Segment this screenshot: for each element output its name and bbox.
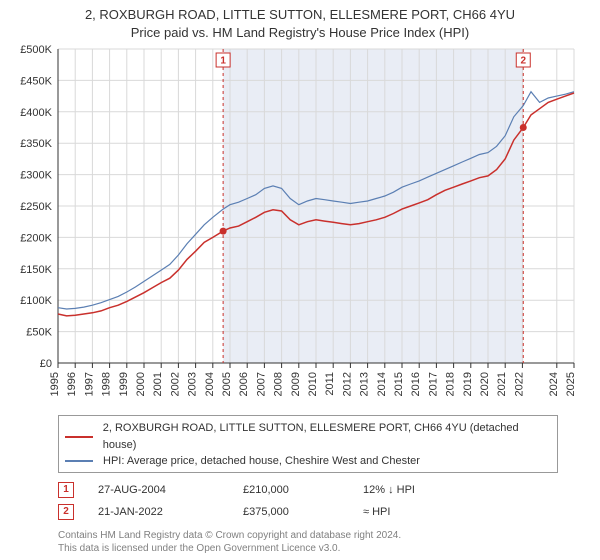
svg-text:2008: 2008 — [273, 372, 285, 396]
svg-text:2025: 2025 — [565, 372, 577, 396]
legend: 2, ROXBURGH ROAD, LITTLE SUTTON, ELLESME… — [58, 415, 558, 473]
svg-text:£300K: £300K — [20, 170, 52, 182]
svg-text:2015: 2015 — [393, 372, 405, 396]
svg-text:2017: 2017 — [427, 372, 439, 396]
legend-item: 2, ROXBURGH ROAD, LITTLE SUTTON, ELLESME… — [65, 420, 551, 453]
sale-vs-hpi: 12% ↓ HPI — [363, 484, 415, 496]
svg-text:2016: 2016 — [410, 372, 422, 396]
sale-marker-badge: 1 — [58, 482, 74, 498]
footer-attribution: Contains HM Land Registry data © Crown c… — [58, 529, 558, 556]
title-line-1: 2, ROXBURGH ROAD, LITTLE SUTTON, ELLESME… — [12, 6, 588, 24]
svg-text:2014: 2014 — [376, 372, 388, 396]
sale-price: £210,000 — [243, 484, 363, 496]
svg-text:£150K: £150K — [20, 264, 52, 276]
svg-text:£500K: £500K — [20, 44, 52, 56]
footer-line: Contains HM Land Registry data © Crown c… — [58, 529, 558, 543]
svg-text:2022: 2022 — [513, 372, 525, 396]
sale-date: 21-JAN-2022 — [98, 506, 243, 518]
svg-text:2003: 2003 — [187, 372, 199, 396]
svg-text:2018: 2018 — [445, 372, 457, 396]
svg-text:2019: 2019 — [462, 372, 474, 396]
svg-text:1997: 1997 — [83, 372, 95, 396]
legend-label: HPI: Average price, detached house, Ches… — [103, 453, 420, 470]
sale-vs-hpi: ≈ HPI — [363, 506, 390, 518]
svg-text:2006: 2006 — [238, 372, 250, 396]
sale-marker-badge: 2 — [58, 504, 74, 520]
svg-text:£100K: £100K — [20, 295, 52, 307]
legend-swatch — [65, 460, 93, 462]
title-line-2: Price paid vs. HM Land Registry's House … — [12, 24, 588, 42]
svg-text:2011: 2011 — [324, 372, 336, 396]
svg-text:2013: 2013 — [359, 372, 371, 396]
table-row: 1 27-AUG-2004 £210,000 12% ↓ HPI — [58, 479, 558, 501]
svg-text:2000: 2000 — [135, 372, 147, 396]
svg-text:2001: 2001 — [152, 372, 164, 396]
svg-text:1998: 1998 — [101, 372, 113, 396]
svg-text:1: 1 — [220, 56, 226, 67]
footer-line: This data is licensed under the Open Gov… — [58, 542, 558, 556]
svg-text:2021: 2021 — [496, 372, 508, 396]
svg-text:2: 2 — [520, 56, 526, 67]
table-row: 2 21-JAN-2022 £375,000 ≈ HPI — [58, 501, 558, 523]
svg-text:£0: £0 — [40, 358, 52, 370]
svg-text:2009: 2009 — [290, 372, 302, 396]
sale-price: £375,000 — [243, 506, 363, 518]
svg-text:1999: 1999 — [118, 372, 130, 396]
svg-text:2004: 2004 — [204, 372, 216, 396]
svg-text:2010: 2010 — [307, 372, 319, 396]
svg-text:£50K: £50K — [26, 327, 52, 339]
svg-text:2024: 2024 — [548, 372, 560, 396]
svg-text:£350K: £350K — [20, 138, 52, 150]
line-chart: £0 £50K £100K £150K £200K £250K £300K £350K £400… — [12, 43, 588, 411]
svg-text:2002: 2002 — [169, 372, 181, 396]
svg-text:1996: 1996 — [66, 372, 78, 396]
svg-text:£200K: £200K — [20, 232, 52, 244]
svg-text:£450K: £450K — [20, 75, 52, 87]
svg-text:2005: 2005 — [221, 372, 233, 396]
svg-text:2012: 2012 — [341, 372, 353, 396]
svg-text:£400K: £400K — [20, 107, 52, 119]
sales-table: 1 27-AUG-2004 £210,000 12% ↓ HPI 2 21-JA… — [58, 479, 558, 523]
chart-area: £0 £50K £100K £150K £200K £250K £300K £350K £400… — [12, 43, 588, 411]
legend-item: HPI: Average price, detached house, Ches… — [65, 453, 551, 470]
sale-date: 27-AUG-2004 — [98, 484, 243, 496]
legend-label: 2, ROXBURGH ROAD, LITTLE SUTTON, ELLESME… — [103, 420, 551, 453]
svg-text:£250K: £250K — [20, 201, 52, 213]
svg-text:1995: 1995 — [49, 372, 61, 396]
chart-title: 2, ROXBURGH ROAD, LITTLE SUTTON, ELLESME… — [12, 6, 588, 41]
svg-text:2007: 2007 — [255, 372, 267, 396]
legend-swatch — [65, 436, 93, 438]
svg-text:2020: 2020 — [479, 372, 491, 396]
